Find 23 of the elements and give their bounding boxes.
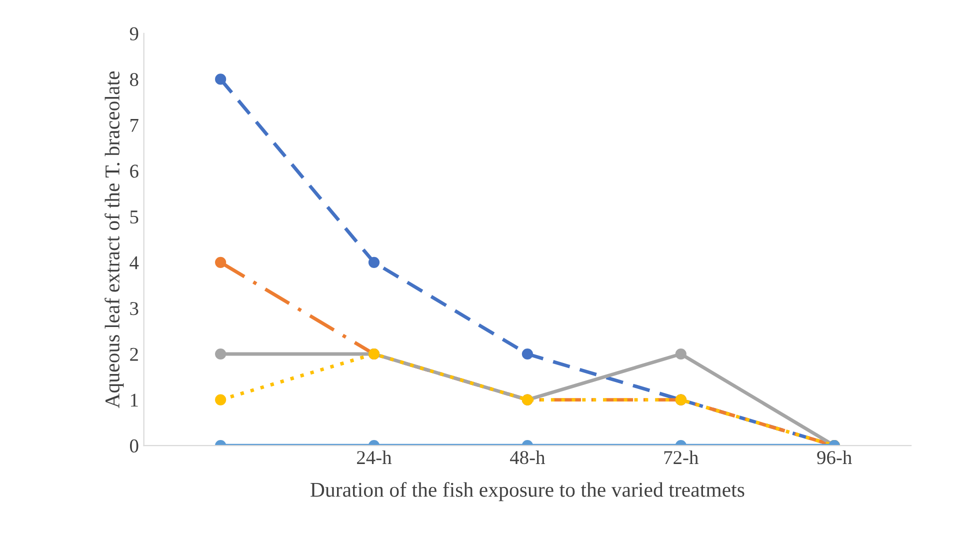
point [368,256,380,268]
y-tick-label: 0 [130,439,138,453]
point [215,394,226,406]
x-tick-label: 24-h [357,450,392,464]
point [215,74,226,85]
y-tick-label: 8 [130,73,138,86]
y-tick-label: 2 [130,348,138,361]
y-tick-label: 1 [130,394,138,407]
x-tick-label: 48-h [510,450,546,464]
y-tick-label: 4 [130,256,139,270]
y-axis-title: Aqueous leaf extract of the T. braceolate [104,71,124,408]
y-tick-label: 6 [130,164,138,178]
point [522,348,534,360]
x-tick-label: 96-h [817,450,852,464]
y-tick-label: 5 [130,210,138,224]
point [215,348,226,360]
x-tick-label: 72-h [664,450,698,464]
x-axis-title: Duration of the fish exposure to the varied treatmets [310,482,744,502]
point [215,256,226,268]
y-tick-label: 7 [130,119,138,132]
y-tick-label: 9 [130,27,138,40]
y-tick-label: 3 [130,302,138,316]
point [675,348,686,360]
